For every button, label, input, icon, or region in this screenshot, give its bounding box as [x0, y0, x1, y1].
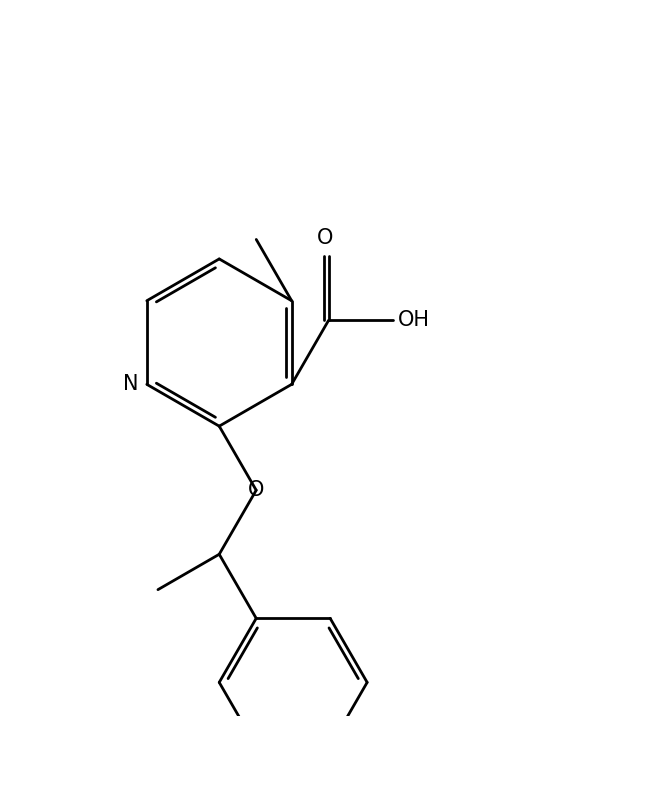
Text: O: O [317, 229, 334, 248]
Text: N: N [123, 374, 139, 394]
Text: O: O [248, 480, 265, 500]
Text: OH: OH [398, 310, 430, 330]
